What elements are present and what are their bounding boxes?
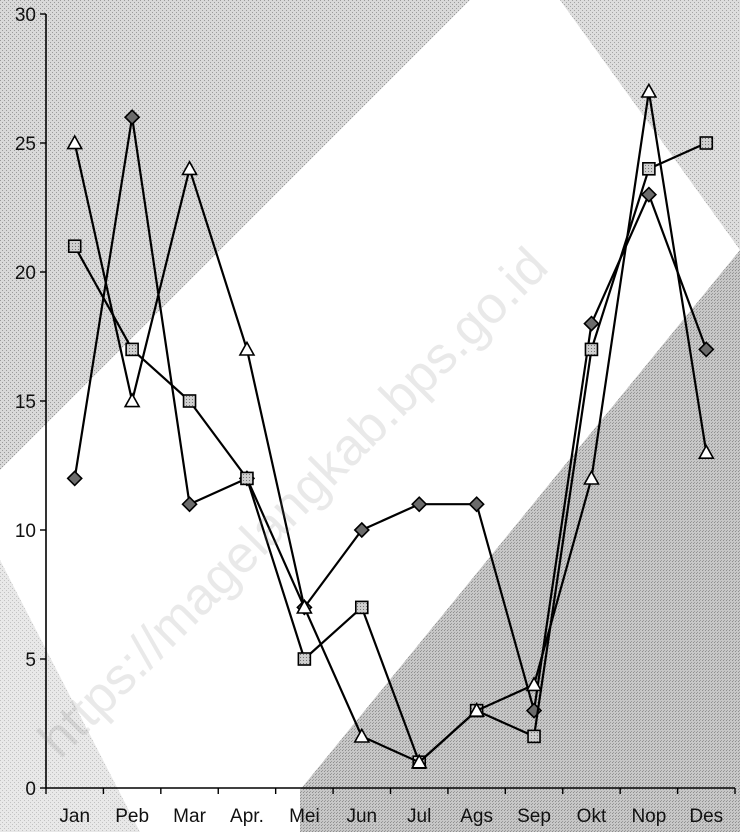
tick-labels: 0 5 10 15 20 25 30 Jan Peb Mar Apr. Mei Jun Jul Ags Sep… [15, 5, 723, 827]
data-point-diamond [353, 521, 370, 539]
x-tick-label: Jun [346, 806, 377, 827]
x-tick-label: Mei [289, 806, 320, 827]
data-point-square [642, 162, 656, 176]
data-point-square [527, 729, 541, 744]
series-line-triangle [73, 90, 708, 764]
y-tick-label: 0 [25, 779, 36, 800]
data-point-square [297, 652, 312, 666]
data-point-triangle [296, 598, 313, 614]
data-point-square [182, 394, 197, 408]
y-tick-label: 5 [25, 650, 36, 671]
data-point-triangle [468, 701, 485, 718]
data-point-square [699, 136, 714, 150]
data-point-square [240, 471, 254, 486]
data-point-triangle [238, 340, 256, 356]
data-point-diamond [640, 186, 658, 203]
x-tick-label: Nop [631, 806, 666, 827]
bg-shade-top-left [0, 0, 470, 470]
x-tick-label: Des [689, 806, 723, 827]
x-tick-label: Jan [59, 806, 90, 827]
series-group [66, 82, 715, 770]
bg-shade-top-right [560, 0, 740, 250]
data-point-triangle [640, 82, 658, 98]
data-point-square [67, 239, 82, 253]
axes [40, 13, 736, 794]
data-point-triangle [583, 469, 600, 485]
bg-shade-bottom-right [300, 250, 740, 832]
series-line-square [73, 141, 707, 764]
data-point-triangle [525, 676, 543, 692]
data-point-triangle [66, 134, 84, 150]
x-tick-label: Ags [460, 806, 493, 827]
x-tick-label: Jul [407, 806, 431, 827]
x-tick-label: Sep [517, 806, 551, 827]
bg-shade-bottom-left [0, 560, 140, 832]
data-point-diamond [698, 341, 715, 358]
x-tick-label: Mar [173, 806, 206, 827]
data-point-diamond [468, 496, 485, 513]
data-point-diamond [583, 315, 600, 332]
data-point-triangle [410, 753, 428, 769]
data-point-triangle [181, 160, 198, 176]
data-point-diamond [66, 470, 83, 487]
data-point-diamond [181, 496, 198, 513]
y-tick-label: 10 [15, 521, 36, 542]
x-tick-label: Peb [115, 806, 149, 827]
data-point-square [125, 342, 139, 357]
series-line-diamond [73, 116, 708, 712]
y-tick-label: 30 [15, 5, 36, 26]
y-tick-label: 20 [15, 263, 36, 284]
data-point-diamond [123, 109, 141, 126]
x-tick-label: Okt [577, 806, 607, 827]
y-tick-label: 25 [15, 134, 36, 155]
data-point-square [584, 342, 599, 357]
x-tick-label: Apr. [230, 806, 264, 827]
data-point-triangle [123, 392, 141, 408]
data-point-triangle [353, 727, 371, 743]
data-point-triangle [697, 443, 715, 460]
data-point-square [354, 600, 369, 615]
y-tick-label: 15 [15, 392, 36, 413]
data-point-diamond [411, 496, 428, 513]
series-triangle [66, 82, 715, 769]
